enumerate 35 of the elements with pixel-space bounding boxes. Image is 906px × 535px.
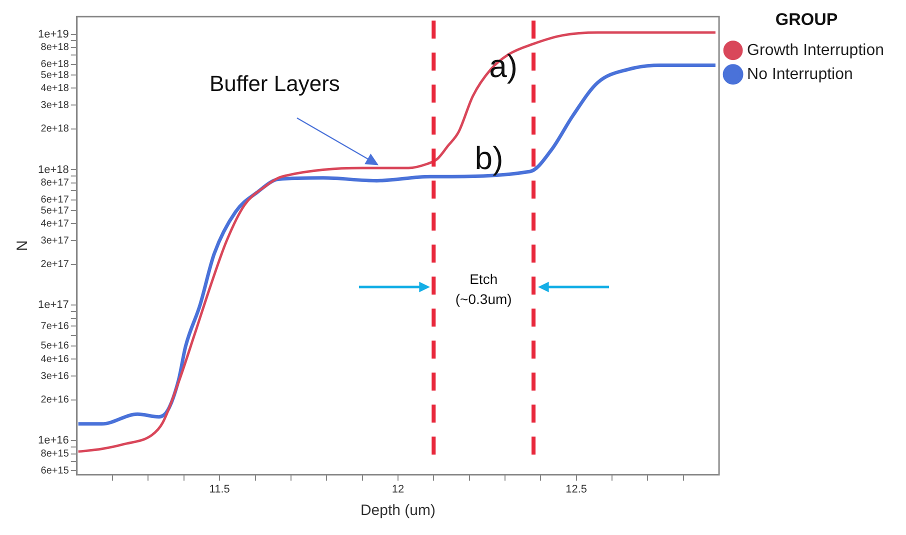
legend-label: Growth Interruption [747, 42, 884, 59]
y-tick-label: 5e+16 [40, 340, 70, 352]
y-tick-label: 1e+16 [38, 434, 69, 447]
y-tick-label: 2e+16 [40, 394, 70, 406]
y-tick-label: 6e+17 [40, 194, 70, 206]
y-tick-label: 6e+15 [40, 465, 70, 476]
y-tick-label: 2e+17 [40, 259, 70, 270]
x-tick-label: 11.5 [209, 483, 230, 496]
y-tick-label: 8e+15 [40, 448, 70, 460]
y-tick-label: 5e+17 [40, 205, 70, 216]
y-axis-title: N [14, 240, 32, 252]
y-tick-label: 4e+16 [40, 354, 70, 365]
y-tick-label: 4e+18 [40, 82, 70, 94]
x-axis-title: Depth (um) [360, 502, 436, 520]
y-tick-label: 2e+18 [40, 124, 70, 135]
y-tick-label: 8e+17 [40, 178, 70, 189]
annotation: b) [474, 140, 504, 176]
y-tick-label: 3e+16 [40, 370, 70, 382]
y-tick-label: 3e+18 [40, 100, 70, 111]
x-tick-label: 12.5 [566, 483, 588, 496]
annotation: a) [489, 48, 518, 84]
legend-title: GROUP [775, 10, 838, 30]
y-tick-label: 1e+17 [38, 299, 69, 312]
x-tick-label: 12 [392, 483, 404, 496]
annotation: Etch (~0.3um) [455, 271, 512, 308]
y-tick-label: 8e+18 [40, 42, 70, 54]
y-tick-label: 4e+17 [40, 218, 70, 230]
annotation: Buffer Layers [209, 70, 340, 96]
y-tick-label: 1e+18 [38, 164, 69, 176]
y-tick-label: 1e+19 [38, 28, 69, 40]
y-tick-label: 3e+17 [40, 235, 70, 246]
legend-label: No Interruption [747, 66, 853, 83]
y-tick-label: 6e+18 [40, 59, 70, 70]
y-tick-label: 7e+16 [40, 320, 70, 332]
y-tick-label: 5e+18 [40, 70, 70, 81]
